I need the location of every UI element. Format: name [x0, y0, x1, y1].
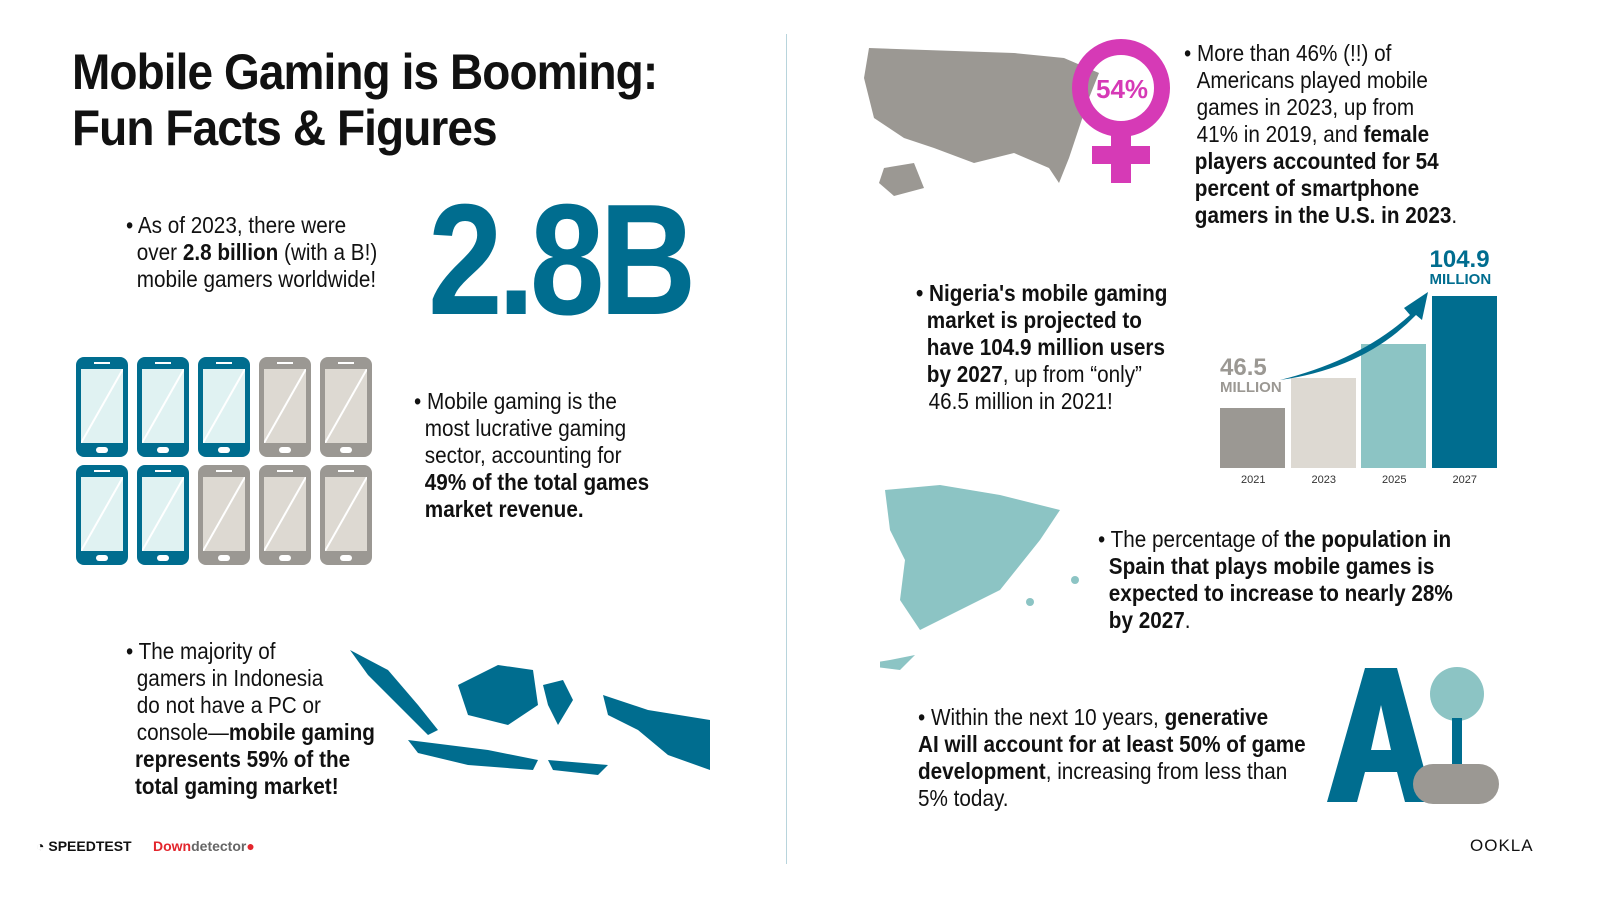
bar-2027: [1431, 296, 1497, 468]
fact-nigeria-text: • Nigeria's mobile gaming market is proj…: [916, 280, 1168, 414]
bar-2023: [1290, 378, 1356, 468]
tick-label: 2023: [1311, 474, 1336, 486]
data-label: 46.5 MILLION: [1220, 353, 1282, 396]
fact-us-text: • More than 46% (!!) of Americans played…: [1184, 40, 1458, 228]
fact-gamers-text: • As of 2023, there were over 2.8 billio…: [126, 212, 378, 292]
tick-label: 2027: [1452, 474, 1477, 486]
phone-icon: [198, 357, 250, 457]
indonesia-map: [350, 650, 710, 775]
fact-ai-text: • Within the next 10 years, generative A…: [918, 704, 1306, 811]
bar-2021: [1220, 407, 1285, 468]
fact-indonesia-text: • The majority of gamers in Indonesia do…: [126, 638, 375, 799]
usa-map: [864, 48, 1099, 196]
bar-2025: [1361, 343, 1426, 468]
nigeria-users-chart: 2021 46.5 MILLION 2023 2025 2027 104.9 MILLION: [1220, 240, 1500, 490]
phone-icon: [198, 465, 250, 565]
page-title: Mobile Gaming is Booming: Fun Facts & Fig…: [72, 44, 658, 156]
phone-icon: [137, 357, 189, 457]
downdetector-logo: Downdetector●: [153, 838, 255, 854]
phone-grid: [76, 357, 376, 567]
tick-label: 2021: [1241, 474, 1266, 486]
phone-icon: [137, 465, 189, 565]
phone-icon: [76, 465, 128, 565]
spain-map: [880, 485, 1079, 670]
ai-joystick-icon: [1327, 667, 1499, 804]
female-percent-badge: 54%: [1096, 74, 1149, 104]
phone-icon: [320, 465, 372, 565]
phone-icon: [320, 357, 372, 457]
big-stat: 2.8B: [428, 172, 696, 348]
phone-icon: [259, 465, 311, 565]
data-label: 104.9 MILLION: [1429, 246, 1492, 288]
column-divider: [786, 34, 787, 864]
growth-arrow-icon: [1280, 292, 1428, 380]
fact-revenue-text: • Mobile gaming is the most lucrative ga…: [414, 388, 650, 522]
tick-label: 2025: [1382, 474, 1407, 486]
phone-icon: [76, 357, 128, 457]
phone-icon: [259, 357, 311, 457]
speedtest-logo: ◔ SPEEDTEST: [36, 838, 132, 854]
fact-spain-text: • The percentage of the population in Sp…: [1098, 526, 1453, 633]
ookla-logo: OOKLA: [1470, 836, 1534, 855]
female-symbol-icon: [1072, 39, 1170, 183]
